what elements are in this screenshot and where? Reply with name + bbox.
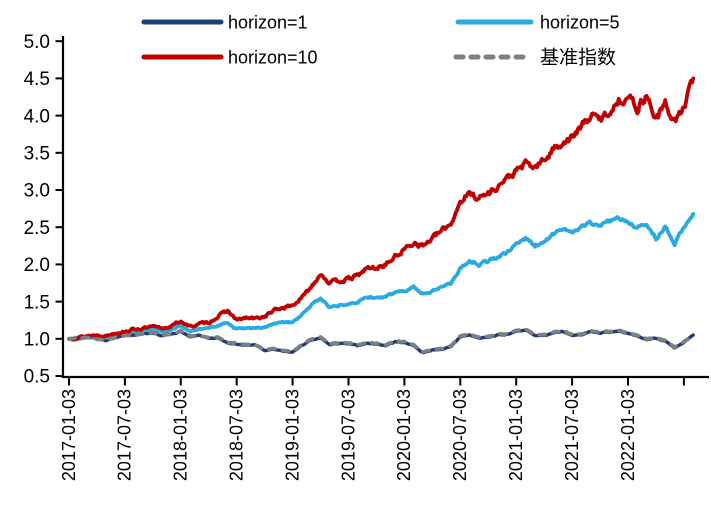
y-axis-tick-label: 1.0 [24, 329, 50, 350]
x-axis-tick-label: 2021-01-03 [506, 389, 526, 481]
legend: horizon=1 horizon=5 horizon=10 基准指数 [141, 12, 620, 69]
series-line-horizon-1 [67, 328, 695, 355]
axes: 0.5 1.0 1.5 2.0 2.5 3.0 3.5 4.0 4.5 5.0 2017-01-03… [24, 32, 709, 481]
legend-item-horizon-5: horizon=5 [455, 12, 620, 32]
x-axis-tick-label: 2020-01-03 [394, 389, 414, 481]
legend-item-horizon-1: horizon=1 [141, 12, 308, 32]
series-lines [67, 76, 696, 355]
series-line-horizon-5 [67, 211, 696, 341]
x-axis-tick-label: 2019-07-03 [338, 389, 358, 481]
y-axis-tick-label: 3.5 [24, 143, 50, 164]
legend-item-benchmark: 基准指数 [453, 47, 616, 69]
x-axis-tick-label: 2021-07-03 [562, 389, 582, 481]
x-axis-tick-label: 2022-01-03 [618, 389, 638, 481]
legend-label-horizon-5: horizon=5 [540, 12, 620, 32]
legend-label-benchmark: 基准指数 [540, 47, 616, 69]
x-axis-tick-label: 2018-07-03 [226, 389, 246, 481]
x-axis-tick-label: 2019-01-03 [282, 389, 302, 481]
x-axis-tick-label: 2017-07-03 [115, 389, 135, 481]
y-axis-tick-label: 4.0 [24, 106, 50, 127]
y-axis-tick-label: 0.5 [24, 367, 50, 388]
x-axis-tick-label: 2020-07-03 [450, 389, 470, 481]
y-axis-tick-label: 5.0 [24, 32, 50, 53]
y-axis-tick-label: 2.0 [24, 255, 50, 276]
y-axis-tick-label: 1.5 [24, 292, 50, 313]
x-axis-tick-label: 2017-01-03 [59, 389, 79, 481]
legend-label-horizon-1: horizon=1 [228, 12, 308, 32]
legend-label-horizon-10: horizon=10 [228, 47, 318, 67]
y-axis-tick-label: 4.5 [24, 69, 50, 90]
x-axis-tick-label: 2018-01-03 [171, 389, 191, 481]
legend-item-horizon-10: horizon=10 [141, 47, 318, 67]
y-axis-tick-label: 3.0 [24, 181, 50, 202]
y-axis-tick-label: 2.5 [24, 218, 50, 239]
series-line-horizon-10 [67, 76, 696, 342]
